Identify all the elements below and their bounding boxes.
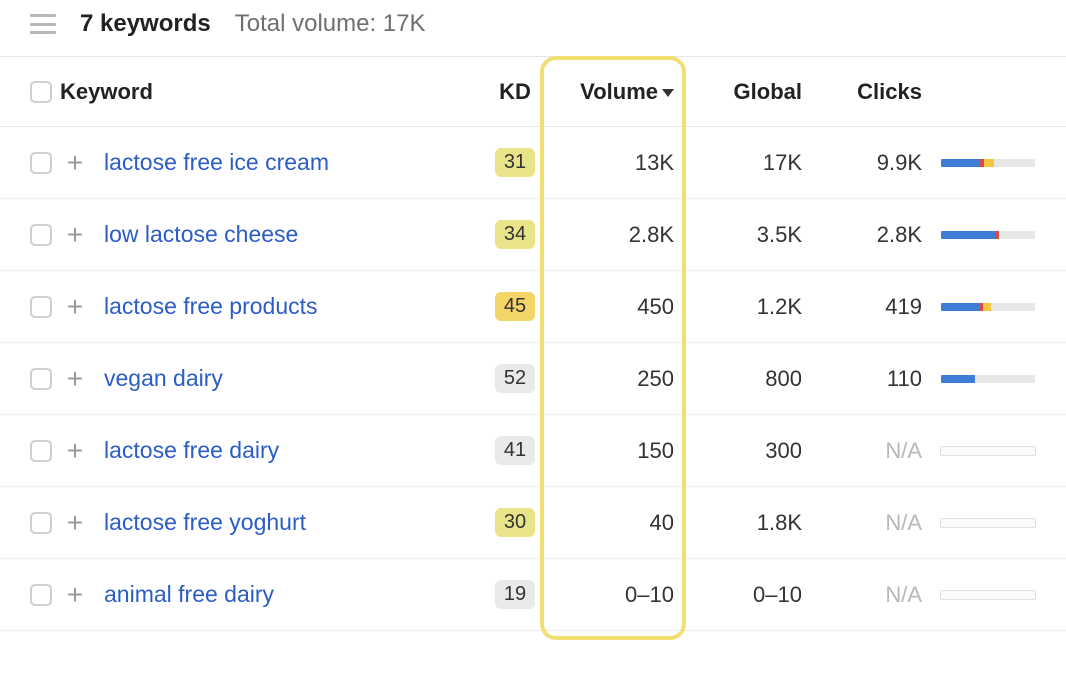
keyword-link[interactable]: lactose free products	[104, 293, 318, 320]
volume-value: 2.8K	[560, 199, 700, 271]
col-clicks[interactable]: Clicks	[820, 57, 940, 127]
col-kd[interactable]: KD	[470, 57, 560, 127]
row-checkbox[interactable]	[30, 296, 52, 318]
row-checkbox[interactable]	[30, 368, 52, 390]
add-icon[interactable]: +	[60, 581, 90, 609]
row-checkbox[interactable]	[30, 224, 52, 246]
table-row: + lactose free ice cream 31 13K17K9.9K	[0, 127, 1066, 199]
volume-value: 0–10	[560, 559, 700, 631]
volume-value: 13K	[560, 127, 700, 199]
global-value: 17K	[700, 127, 820, 199]
keyword-count: 7 keywords	[80, 10, 211, 38]
table-body: + lactose free ice cream 31 13K17K9.9K + low …	[0, 127, 1066, 631]
keyword-link[interactable]: low lactose cheese	[104, 221, 298, 248]
select-all-checkbox[interactable]	[30, 81, 52, 103]
row-checkbox[interactable]	[30, 512, 52, 534]
add-icon[interactable]: +	[60, 293, 90, 321]
sort-desc-icon	[662, 89, 674, 97]
table-row: + vegan dairy 52 250800110	[0, 343, 1066, 415]
col-volume-label: Volume	[580, 79, 658, 104]
global-value: 0–10	[700, 559, 820, 631]
clicks-bar	[940, 374, 1036, 384]
kd-badge: 19	[495, 580, 535, 609]
volume-value: 40	[560, 487, 700, 559]
global-value: 1.2K	[700, 271, 820, 343]
clicks-value: 110	[820, 343, 940, 415]
clicks-bar	[940, 518, 1036, 528]
clicks-value: N/A	[820, 559, 940, 631]
clicks-value: N/A	[820, 415, 940, 487]
menu-icon[interactable]	[30, 14, 56, 34]
kd-badge: 52	[495, 364, 535, 393]
table-container: Keyword KD Volume Global Clicks + lactose…	[0, 56, 1066, 631]
clicks-bar	[940, 230, 1036, 240]
volume-value: 150	[560, 415, 700, 487]
clicks-value: 419	[820, 271, 940, 343]
keyword-link[interactable]: lactose free yoghurt	[104, 509, 306, 536]
global-value: 1.8K	[700, 487, 820, 559]
table-row: +animal free dairy190–100–10N/A	[0, 559, 1066, 631]
row-checkbox[interactable]	[30, 152, 52, 174]
keyword-link[interactable]: lactose free ice cream	[104, 149, 329, 176]
kd-badge: 45	[495, 292, 535, 321]
clicks-bar	[940, 446, 1036, 456]
col-volume[interactable]: Volume	[560, 57, 700, 127]
table-row: + lactose free products 45 4501.2K419	[0, 271, 1066, 343]
clicks-value: 2.8K	[820, 199, 940, 271]
add-icon[interactable]: +	[60, 365, 90, 393]
table-row: + lactose free dairy 41 150300N/A	[0, 415, 1066, 487]
global-value: 300	[700, 415, 820, 487]
kd-badge: 31	[495, 148, 535, 177]
header-bar: 7 keywords Total volume: 17K	[0, 0, 1066, 56]
clicks-value: N/A	[820, 487, 940, 559]
col-global[interactable]: Global	[700, 57, 820, 127]
add-icon[interactable]: +	[60, 437, 90, 465]
row-checkbox[interactable]	[30, 440, 52, 462]
clicks-bar	[940, 590, 1036, 600]
kd-badge: 41	[495, 436, 535, 465]
keyword-link[interactable]: vegan dairy	[104, 365, 223, 392]
row-checkbox[interactable]	[30, 584, 52, 606]
keyword-link[interactable]: animal free dairy	[104, 581, 274, 608]
add-icon[interactable]: +	[60, 149, 90, 177]
col-keyword[interactable]: Keyword	[60, 57, 470, 127]
clicks-value: 9.9K	[820, 127, 940, 199]
keyword-link[interactable]: lactose free dairy	[104, 437, 279, 464]
add-icon[interactable]: +	[60, 509, 90, 537]
table-row: + lactose free yoghurt 30 401.8KN/A	[0, 487, 1066, 559]
clicks-bar	[940, 158, 1036, 168]
kd-badge: 30	[495, 508, 535, 537]
volume-value: 250	[560, 343, 700, 415]
add-icon[interactable]: +	[60, 221, 90, 249]
total-volume: Total volume: 17K	[235, 10, 426, 38]
global-value: 800	[700, 343, 820, 415]
global-value: 3.5K	[700, 199, 820, 271]
kd-badge: 34	[495, 220, 535, 249]
volume-value: 450	[560, 271, 700, 343]
table-row: + low lactose cheese 34 2.8K3.5K2.8K	[0, 199, 1066, 271]
table-header-row: Keyword KD Volume Global Clicks	[0, 57, 1066, 127]
clicks-bar	[940, 302, 1036, 312]
keywords-table: Keyword KD Volume Global Clicks + lactose…	[0, 56, 1066, 631]
